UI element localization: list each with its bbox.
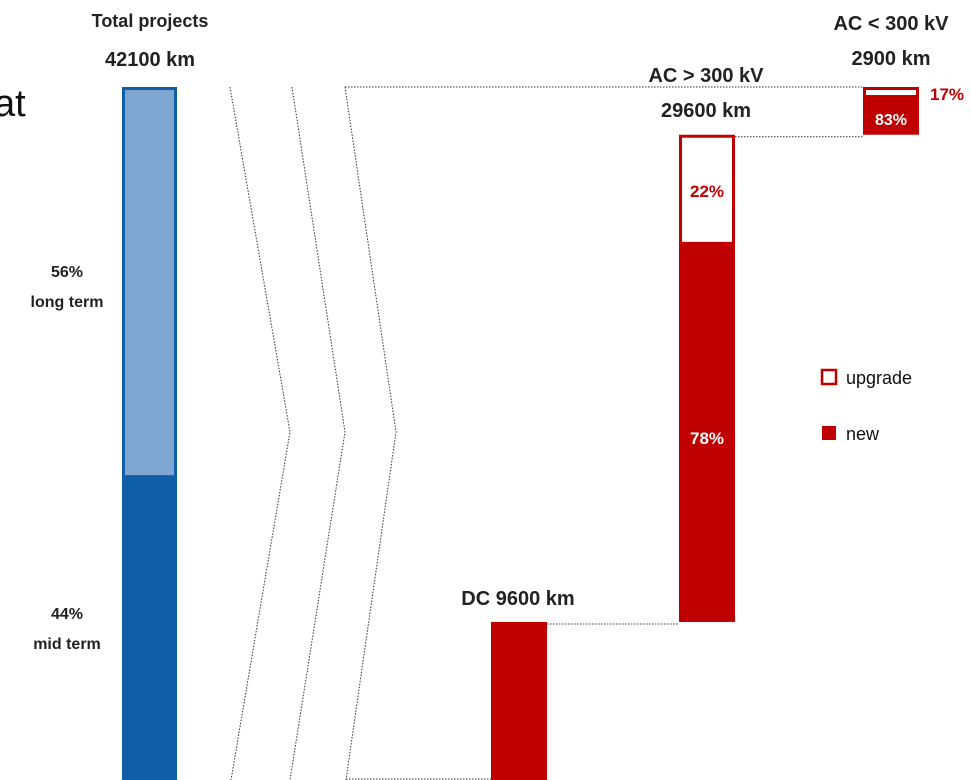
heading-fragment: at <box>0 83 26 125</box>
ac-low-bar-km: 2900 km <box>852 48 931 70</box>
bar-total-long-term <box>122 87 177 476</box>
mid-term-label: mid term <box>33 636 101 653</box>
bar-ac-high-new <box>679 241 735 622</box>
dc-bar-title: DC 9600 km <box>461 588 574 610</box>
long-term-label: long term <box>31 294 104 311</box>
ac-high-bar-title: AC > 300 kV <box>648 65 764 87</box>
connector-a <box>229 86 291 780</box>
ac-high-new-pct-label: 78% <box>690 429 724 448</box>
bars-group <box>122 87 919 780</box>
connector-c <box>344 86 397 780</box>
bar-dc-new <box>491 621 547 780</box>
mid-term-pct-label: 44% <box>51 606 83 623</box>
ac-low-new-pct-label: 83% <box>875 112 907 129</box>
legend-new-label: new <box>846 424 880 444</box>
total-bar-km: 42100 km <box>105 49 195 71</box>
long-term-pct-label: 56% <box>51 264 83 281</box>
connector-b <box>289 86 346 780</box>
bar-total-outline <box>122 87 177 780</box>
legend-new-swatch <box>822 426 836 440</box>
legend: upgrade new <box>820 368 912 444</box>
connector-lines <box>229 86 863 780</box>
ac-high-upgrade-pct-label: 22% <box>690 182 724 201</box>
bar-total-mid-term <box>122 475 177 780</box>
legend-upgrade-swatch <box>820 368 838 386</box>
ac-low-bar-title: AC < 300 kV <box>833 13 949 35</box>
total-bar-title: Total projects <box>92 11 209 31</box>
bar-ac-high-upgrade <box>679 134 735 245</box>
ac-low-upgrade-pct-label: 17% <box>930 85 964 104</box>
ac-high-bar-km: 29600 km <box>661 100 751 122</box>
legend-upgrade-label: upgrade <box>846 368 912 388</box>
bar-ac-low-new <box>863 95 919 135</box>
